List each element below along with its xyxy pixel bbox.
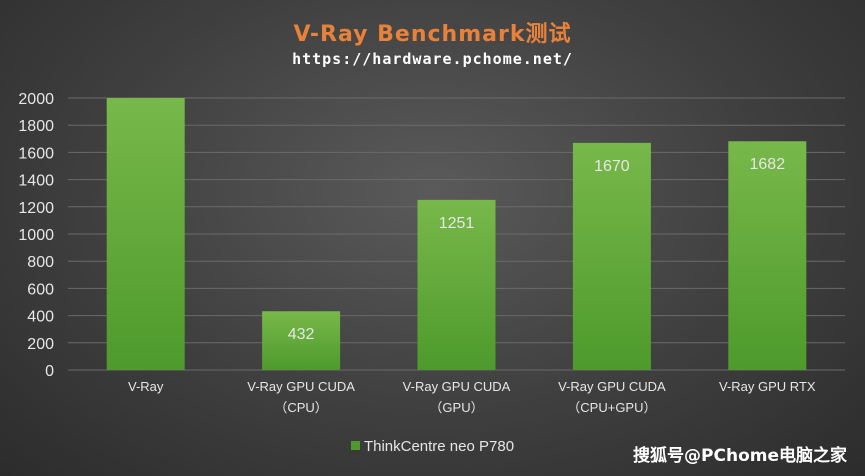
- y-tick-label: 1200: [18, 200, 54, 217]
- x-tick-label: （CPU）: [274, 400, 327, 415]
- chart-title: V-Ray Benchmark测试: [293, 22, 572, 47]
- y-tick-label: 0: [45, 363, 54, 380]
- legend-label: ThinkCentre neo P780: [363, 438, 515, 455]
- bars: [106, 98, 807, 370]
- y-tick-label: 600: [27, 281, 54, 298]
- legend: ThinkCentre neo P780: [0, 438, 865, 455]
- x-tick-label: （CPU+GPU）: [567, 400, 656, 415]
- bar: [728, 141, 807, 370]
- x-tick-label: V-Ray GPU CUDA: [247, 379, 355, 394]
- x-tick-label: V-Ray GPU RTX: [719, 379, 816, 394]
- y-tick-label: 2000: [18, 91, 54, 108]
- data-label: 1670: [594, 158, 630, 175]
- bar: [417, 199, 496, 370]
- x-tick-label: （GPU）: [429, 400, 483, 415]
- y-tick-label: 1400: [18, 173, 54, 190]
- legend-swatch: [350, 441, 360, 450]
- y-tick-label: 1600: [18, 145, 54, 162]
- data-label: 1251: [439, 215, 475, 232]
- y-tick-label: 200: [27, 336, 54, 353]
- x-tick-label: V-Ray GPU CUDA: [403, 379, 511, 394]
- bar: [106, 98, 185, 370]
- data-label: 1682: [750, 156, 786, 173]
- y-tick-label: 800: [27, 254, 54, 271]
- x-tick-label: V-Ray: [128, 379, 164, 394]
- data-label: 432: [288, 326, 315, 343]
- chart-subtitle: https://hardware.pchome.net/: [292, 50, 573, 68]
- bar: [262, 311, 341, 370]
- watermark: 搜狐号@PChome电脑之家: [633, 446, 847, 466]
- labels: 0 200 400 600 800 1000 1200 1400 1600 1800 2000 V-R…: [18, 91, 816, 415]
- x-tick-label: V-Ray GPU CUDA: [558, 379, 666, 394]
- y-tick-label: 400: [27, 309, 54, 326]
- y-tick-label: 1800: [18, 118, 54, 135]
- bar: [572, 142, 651, 370]
- y-tick-label: 1000: [18, 227, 54, 244]
